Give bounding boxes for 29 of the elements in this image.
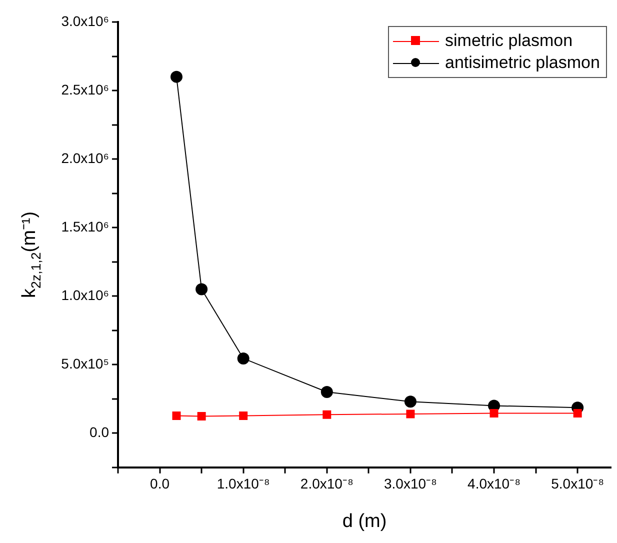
legend-label: simetric plasmon: [445, 30, 573, 52]
y-tick-label: 5.0x10⁵: [61, 355, 109, 372]
x-tick-label: 0.0: [150, 476, 170, 492]
y-tick-label: 1.5x10⁶: [61, 218, 109, 234]
y-tick-label: 0.0: [90, 424, 110, 440]
point: [197, 412, 206, 421]
point: [239, 411, 248, 420]
point: [170, 70, 182, 83]
y-axis-title: k2z,1,2(m⁻¹): [19, 211, 44, 298]
x-tick-label: 2.0x10⁻⁸: [300, 476, 354, 492]
x-axis-title: d (m): [342, 510, 387, 532]
point: [573, 409, 582, 418]
x-tick-label: 3.0x10⁻⁸: [384, 476, 438, 492]
point: [404, 396, 416, 408]
y-tick-label: 3.0x10⁶: [61, 12, 109, 29]
y-tick-label: 1.0x10⁶: [61, 286, 109, 303]
point: [172, 411, 181, 420]
point: [322, 410, 332, 419]
y-tick-label: 2.0x10⁶: [61, 150, 109, 166]
point: [490, 409, 498, 418]
point: [196, 283, 208, 296]
point: [237, 352, 250, 364]
x-tick-label: 1.0x10⁻⁸: [216, 476, 270, 492]
legend-label: antisimetric plasmon: [445, 52, 600, 74]
y-tick-label: 2.5x10⁶: [61, 81, 109, 98]
x-tick-label: 4.0x10⁻⁸: [468, 476, 521, 492]
x-tick-label: 5.0x10⁻⁸: [551, 476, 604, 492]
point: [406, 410, 415, 418]
point: [320, 386, 333, 398]
